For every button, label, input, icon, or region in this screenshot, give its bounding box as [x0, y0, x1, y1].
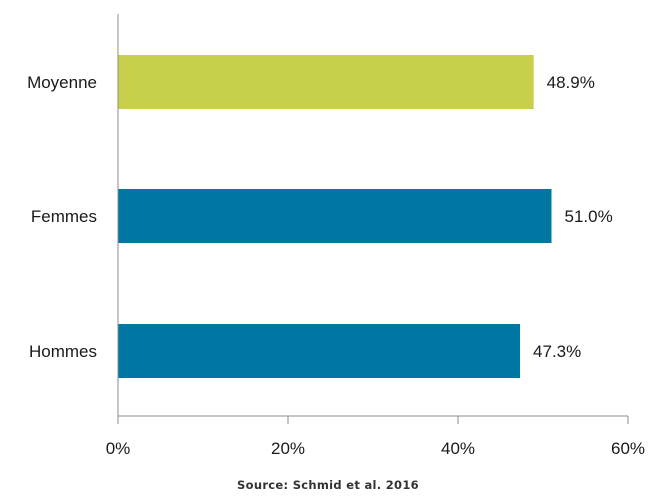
category-label-hommes: Hommes: [29, 342, 97, 361]
category-label-moyenne: Moyenne: [27, 73, 97, 92]
data-label-hommes: 47.3%: [533, 342, 581, 361]
bar-femmes: [118, 189, 552, 243]
category-labels-group: Moyenne Femmes Hommes: [27, 73, 97, 361]
bar-hommes: [118, 324, 521, 378]
x-tick-label-60: 60%: [611, 439, 645, 458]
data-label-moyenne: 48.9%: [547, 73, 595, 92]
x-tick-label-0: 0%: [106, 439, 131, 458]
x-tick-label-40: 40%: [441, 439, 475, 458]
x-tick-labels-group: 0% 20% 40% 60%: [106, 439, 645, 458]
data-label-femmes: 51.0%: [565, 207, 613, 226]
source-note: Source: Schmid et al. 2016: [237, 478, 419, 492]
data-labels-group: 48.9% 51.0% 47.3%: [533, 73, 613, 361]
x-ticks-group: [117, 416, 629, 424]
category-label-femmes: Femmes: [31, 207, 97, 226]
bars-group: [118, 55, 552, 378]
bar-moyenne: [118, 55, 534, 109]
x-tick-label-20: 20%: [271, 439, 305, 458]
